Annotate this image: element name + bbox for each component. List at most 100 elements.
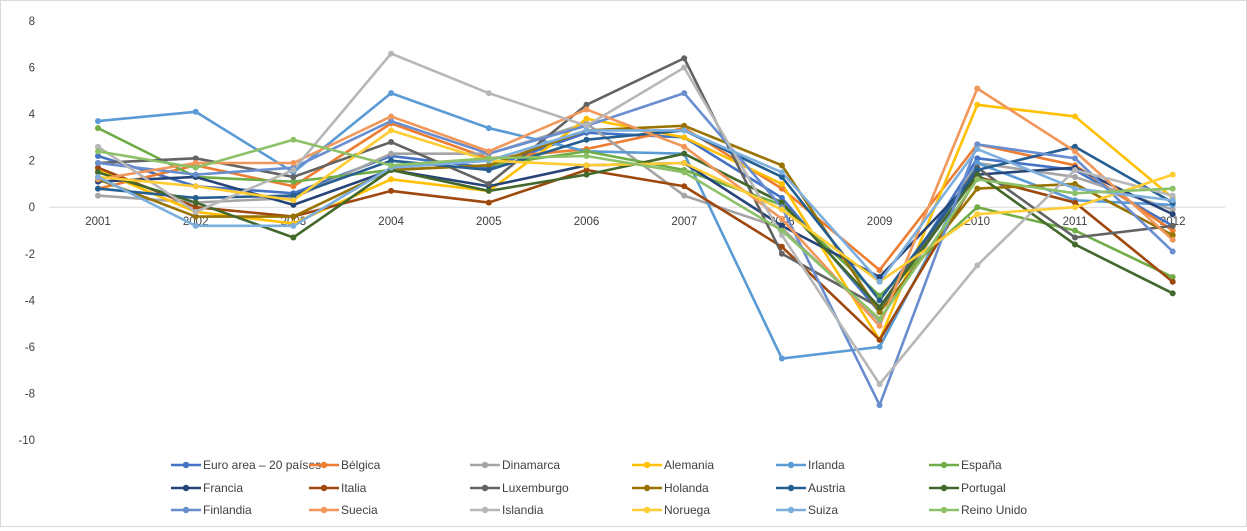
data-point [485, 90, 492, 97]
series-line [96, 129, 1174, 302]
x-tick-label: 2010 [965, 216, 991, 228]
data-point [95, 153, 101, 160]
legend-item: Finlandia [171, 503, 252, 517]
legend-swatch-marker [481, 484, 489, 492]
data-point [876, 336, 883, 343]
y-tick-label: -4 [25, 295, 36, 307]
data-point [290, 166, 297, 173]
data-point [1169, 248, 1176, 255]
data-point [876, 322, 883, 329]
data-point [192, 159, 199, 166]
series-line [96, 52, 1174, 386]
y-tick-label: 2 [29, 156, 35, 168]
data-point [1072, 227, 1078, 234]
data-point [974, 204, 981, 211]
data-point [583, 148, 590, 155]
data-point [974, 155, 981, 162]
data-point [192, 194, 199, 201]
data-point [778, 199, 785, 206]
legend: Euro area – 20 países Bélgica Dinamarca Ale… [171, 458, 1027, 517]
data-point [192, 164, 199, 171]
data-point [388, 139, 395, 146]
data-point [485, 187, 492, 194]
data-point [778, 185, 785, 192]
data-point [1072, 173, 1078, 180]
legend-item: Portugal [929, 481, 1006, 495]
data-point [681, 55, 688, 62]
data-point [778, 232, 785, 239]
legend-label: Austria [808, 481, 846, 495]
data-point [485, 125, 492, 132]
series-line [96, 87, 1174, 328]
data-point [681, 64, 688, 71]
data-point [1169, 278, 1176, 285]
data-point [1072, 185, 1078, 192]
legend-item: Dinamarca [470, 458, 560, 472]
legend-label: Finlandia [203, 503, 252, 517]
data-point [95, 125, 101, 132]
legend-swatch-marker [320, 461, 328, 469]
series-points [95, 50, 1176, 409]
legend-swatch-marker [182, 461, 190, 469]
legend-item: Euro area – 20 países [171, 458, 321, 472]
data-point [95, 164, 101, 171]
series-lines [96, 52, 1174, 407]
data-point [583, 106, 590, 113]
legend-label: Suiza [808, 503, 838, 517]
x-tick-label: 2009 [867, 216, 893, 228]
data-point [778, 162, 785, 169]
data-point [1169, 222, 1176, 229]
legend-item: Suecia [309, 503, 378, 517]
series-line [96, 56, 1174, 309]
data-point [1169, 197, 1176, 204]
legend-item: Italia [309, 481, 367, 495]
legend-item: Austria [776, 481, 846, 495]
y-tick-label: 0 [29, 202, 35, 214]
data-point [876, 381, 883, 388]
data-point [192, 171, 199, 178]
legend-label: Reino Unido [961, 503, 1027, 517]
data-point [583, 115, 590, 122]
legend-swatch-marker [940, 461, 948, 469]
data-point [1072, 204, 1078, 211]
legend-swatch-marker [787, 484, 795, 492]
data-point [388, 150, 395, 157]
legend-label: Francia [203, 481, 243, 495]
data-point [974, 146, 981, 153]
legend-swatch-marker [643, 484, 651, 492]
data-point [974, 159, 981, 166]
data-point [290, 222, 297, 229]
legend-swatch-marker [643, 461, 651, 469]
legend-label: Suecia [341, 503, 378, 517]
y-tick-label: -8 [25, 388, 35, 400]
data-point [192, 208, 199, 215]
data-point [583, 166, 590, 173]
legend-swatch-marker [320, 484, 328, 492]
legend-label: Dinamarca [502, 458, 560, 472]
data-point [681, 122, 688, 129]
data-point [974, 211, 981, 218]
data-point [388, 118, 395, 125]
x-tick-label: 2004 [378, 216, 404, 228]
legend-label: Portugal [961, 481, 1006, 495]
data-point [485, 166, 492, 173]
data-point [95, 148, 101, 155]
series-line [96, 138, 1174, 321]
data-point [778, 243, 785, 250]
data-point [485, 155, 492, 162]
data-point [95, 118, 101, 125]
data-point [681, 169, 688, 176]
data-point [388, 157, 395, 164]
legend-swatch-marker [182, 506, 190, 514]
y-tick-label: -2 [25, 249, 35, 261]
data-point [95, 169, 101, 176]
x-tick-label: 2005 [476, 216, 502, 228]
legend-item: Francia [171, 481, 243, 495]
data-point [1169, 274, 1176, 281]
legend-label: Islandia [502, 503, 544, 517]
data-point [1072, 143, 1078, 150]
data-point [1169, 232, 1176, 239]
legend-label: Noruega [664, 503, 710, 517]
data-point [583, 162, 590, 169]
data-point [290, 213, 297, 220]
